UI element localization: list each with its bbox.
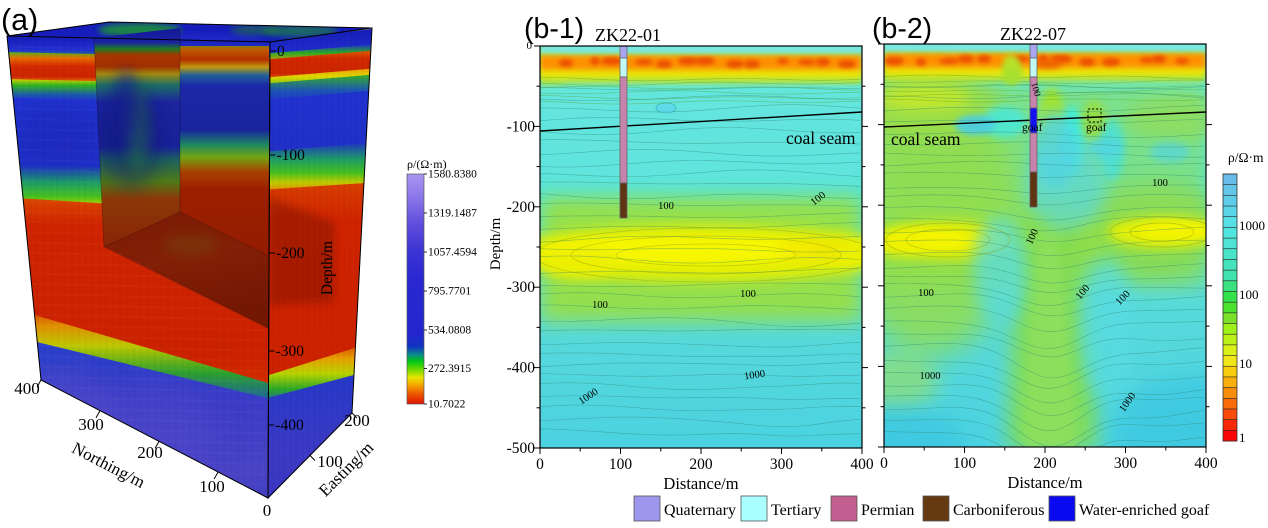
svg-text:200: 200: [1033, 455, 1057, 472]
svg-text:100: 100: [1152, 178, 1168, 189]
svg-text:534.0808: 534.0808: [428, 325, 471, 337]
svg-text:Carboniferous: Carboniferous: [953, 502, 1045, 519]
svg-text:10.7022: 10.7022: [428, 399, 466, 411]
svg-text:400: 400: [1194, 455, 1218, 472]
svg-text:1319.1487: 1319.1487: [428, 208, 477, 220]
svg-text:1000: 1000: [743, 369, 765, 383]
svg-text:Depth/m: Depth/m: [488, 217, 504, 270]
svg-text:200: 200: [344, 411, 370, 430]
svg-text:coal seam: coal seam: [786, 128, 856, 148]
svg-text:-300: -300: [507, 279, 536, 296]
svg-text:100: 100: [658, 201, 674, 212]
svg-text:-400: -400: [275, 417, 304, 434]
svg-text:Tertiary: Tertiary: [771, 502, 821, 519]
svg-text:1000: 1000: [1239, 218, 1265, 233]
svg-text:-400: -400: [507, 360, 536, 377]
svg-text:272.3915: 272.3915: [428, 363, 471, 375]
svg-text:(b-2): (b-2): [872, 13, 932, 45]
svg-text:0: 0: [527, 40, 533, 52]
svg-text:Quaternary: Quaternary: [664, 502, 736, 519]
svg-text:10: 10: [1239, 356, 1252, 371]
svg-text:100: 100: [1028, 81, 1041, 98]
svg-text:Depth/m: Depth/m: [319, 241, 336, 295]
svg-text:100: 100: [740, 289, 756, 300]
svg-text:Distance/m: Distance/m: [1007, 473, 1082, 492]
svg-text:300: 300: [78, 415, 104, 434]
svg-text:100: 100: [953, 455, 977, 472]
svg-text:100: 100: [592, 300, 608, 311]
svg-text:100: 100: [199, 477, 225, 496]
svg-text:1000: 1000: [920, 371, 941, 382]
svg-text:0: 0: [880, 455, 888, 472]
svg-text:-500: -500: [507, 440, 536, 457]
svg-text:300: 300: [1114, 455, 1138, 472]
svg-text:Distance/m: Distance/m: [663, 474, 738, 493]
svg-text:100: 100: [609, 456, 633, 473]
svg-text:300: 300: [770, 456, 794, 473]
svg-text:0: 0: [277, 43, 285, 60]
svg-text:1: 1: [1239, 430, 1246, 445]
svg-text:(a): (a): [1, 3, 38, 37]
svg-text:1057.4594: 1057.4594: [428, 247, 477, 259]
svg-text:100: 100: [317, 452, 343, 471]
svg-text:(b-1): (b-1): [524, 13, 584, 45]
svg-text:ρ/Ω·m: ρ/Ω·m: [1228, 150, 1264, 165]
svg-text:Water-enriched goaf: Water-enriched goaf: [1079, 502, 1210, 519]
svg-text:ZK22-01: ZK22-01: [595, 25, 661, 45]
svg-text:400: 400: [850, 456, 874, 473]
svg-text:ZK22-07: ZK22-07: [1000, 24, 1066, 44]
svg-text:-200: -200: [507, 199, 536, 216]
svg-text:795.7701: 795.7701: [428, 286, 471, 298]
svg-text:-100: -100: [277, 147, 306, 164]
svg-text:400: 400: [14, 379, 40, 398]
svg-text:1580.8380: 1580.8380: [428, 169, 477, 181]
svg-text:goaf: goaf: [1086, 122, 1107, 134]
svg-text:ρ/(Ω·m): ρ/(Ω·m): [407, 157, 447, 171]
svg-text:Permian: Permian: [861, 502, 914, 519]
svg-text:coal seam: coal seam: [891, 129, 961, 149]
svg-text:100: 100: [918, 288, 934, 299]
svg-text:100: 100: [1239, 287, 1259, 302]
svg-text:-100: -100: [507, 118, 536, 135]
svg-text:-300: -300: [276, 343, 305, 360]
svg-text:-200: -200: [276, 245, 305, 262]
svg-text:200: 200: [689, 456, 713, 473]
svg-text:goaf: goaf: [1022, 122, 1043, 134]
svg-text:200: 200: [137, 443, 163, 462]
svg-text:0: 0: [536, 456, 544, 473]
svg-text:0: 0: [263, 501, 272, 520]
